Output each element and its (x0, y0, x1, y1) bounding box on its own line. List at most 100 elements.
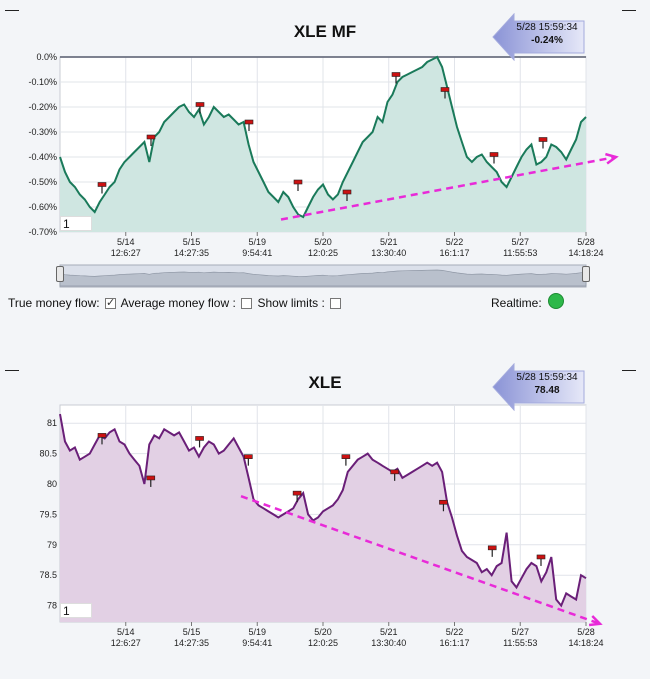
event-marker (97, 182, 107, 187)
x-tick-label-time: 14:27:35 (174, 638, 209, 648)
event-marker (489, 152, 499, 157)
x-tick-label-time: 16:1:17 (439, 638, 469, 648)
price-panel: XLE 81 80.5 80 79.5 79 78.5 78 5/14 12:6:27 5/15 1… (0, 360, 650, 679)
arrow-callout-icon (492, 363, 585, 411)
arrow-callout-icon (492, 13, 585, 61)
show-limits-checkbox[interactable] (330, 298, 342, 309)
chart-title: XLE MF (293, 22, 357, 41)
y-tick-label: 78 (47, 601, 57, 611)
event-marker (195, 102, 205, 107)
x-tick-label-date: 5/22 (446, 237, 464, 247)
callout-timestamp: 5/28 15:59:34 (516, 372, 578, 383)
x-tick-label-date: 5/27 (511, 627, 529, 637)
x-tick-label-date: 5/27 (511, 237, 529, 247)
minimize-dash-right[interactable] (622, 10, 636, 11)
callout-timestamp: 5/28 15:59:34 (516, 22, 578, 33)
x-tick-label-time: 14:18:24 (568, 248, 603, 258)
chart-title: XLE (308, 373, 342, 392)
event-marker (439, 499, 448, 505)
event-marker (97, 433, 107, 438)
x-tick-label-time: 14:18:24 (568, 638, 603, 648)
event-marker (146, 134, 156, 140)
x-tick-label-date: 5/19 (248, 237, 266, 247)
event-marker (244, 119, 254, 125)
chart-label-box: 1 (60, 603, 92, 618)
x-tick-label-date: 5/21 (380, 237, 398, 247)
true-money-flow-label: True money flow: (8, 296, 100, 310)
y-tick-label: 79.5 (39, 509, 57, 519)
minimize-dash-left[interactable] (5, 10, 19, 11)
y-tick-label: -0.20% (28, 102, 57, 112)
y-tick-label: -0.10% (28, 77, 57, 87)
average-money-flow-label: Average money flow : (120, 296, 236, 310)
money-flow-chart: 0.0% -0.10% -0.20% -0.30% -0.40% -0.50% -0.60%… (28, 52, 619, 258)
x-tick-label-date: 5/22 (446, 627, 464, 637)
y-tick-label: -0.60% (28, 202, 57, 212)
event-marker (341, 454, 351, 459)
event-marker (244, 454, 253, 459)
x-tick-label-time: 16:1:17 (439, 248, 469, 258)
y-tick-label: 0.0% (36, 52, 57, 62)
trend-arrow-head (588, 615, 603, 627)
event-marker (538, 137, 548, 142)
chart-options: True money flow: Average money flow : Sh… (8, 296, 343, 310)
navigator-handle-left[interactable] (56, 266, 64, 282)
y-tick-label: -0.30% (28, 127, 57, 137)
y-tick-label: 80 (47, 479, 57, 489)
y-tick-label: 78.5 (39, 570, 57, 580)
x-tick-label-time: 11:55:53 (503, 248, 537, 258)
x-tick-label-time: 13:30:40 (371, 638, 406, 648)
callout-value: -0.24% (531, 35, 563, 46)
event-marker (487, 545, 497, 551)
x-tick-label-date: 5/20 (314, 627, 332, 637)
x-tick-label-time: 9:54:41 (242, 248, 272, 258)
event-marker (292, 490, 302, 496)
x-tick-label-time: 11:55:53 (503, 638, 537, 648)
x-tick-label-date: 5/19 (248, 627, 266, 637)
trend-line (240, 494, 601, 626)
trend-arrow-head (605, 152, 619, 165)
event-marker (195, 436, 204, 441)
event-marker (146, 475, 156, 481)
x-tick-label-date: 5/20 (314, 237, 332, 247)
x-tick-label-time: 12:0:25 (308, 638, 338, 648)
event-marker (391, 72, 401, 77)
y-tick-label: -0.70% (28, 227, 57, 237)
value-callout: 5/28 15:59:34 78.48 (492, 363, 586, 411)
true-money-flow-checkbox[interactable] (104, 296, 116, 309)
y-tick-label: 81 (47, 418, 57, 428)
x-tick-label-date: 5/28 (577, 627, 595, 637)
navigator-handle-right[interactable] (582, 266, 590, 282)
chart-label-box: 1 (60, 216, 92, 231)
y-tick-label: 79 (47, 540, 57, 550)
event-marker (440, 87, 450, 92)
event-marker (390, 469, 399, 475)
event-marker (536, 554, 546, 560)
x-tick-label-date: 5/14 (117, 237, 135, 247)
minimize-dash-left[interactable] (5, 370, 19, 371)
x-tick-label-date: 5/14 (117, 627, 135, 637)
realtime-status-icon[interactable] (548, 293, 564, 309)
x-tick-label-time: 12:6:27 (111, 248, 141, 258)
x-tick-label-time: 12:6:27 (111, 638, 141, 648)
x-tick-label-time: 9:54:41 (242, 638, 272, 648)
realtime-label: Realtime: (491, 296, 542, 310)
series-line (59, 413, 587, 608)
minimize-dash-right[interactable] (622, 370, 636, 371)
series-area (60, 414, 586, 622)
y-tick-label: 80.5 (39, 449, 57, 459)
y-tick-label: -0.40% (28, 152, 57, 162)
event-marker (293, 179, 303, 185)
x-tick-label-date: 5/15 (183, 627, 201, 637)
average-money-flow-checkbox[interactable] (241, 298, 253, 309)
x-tick-label-time: 12:0:25 (308, 248, 338, 258)
money-flow-panel: XLE MF 0.0% -0.10% -0.20% -0.30% -0.40% -0.50… (0, 0, 650, 340)
series-area (60, 57, 586, 232)
show-limits-label: Show limits : (257, 296, 325, 310)
x-tick-label-date: 5/21 (380, 627, 398, 637)
trend-line (280, 155, 617, 221)
value-callout: 5/28 15:59:34 -0.24% (492, 13, 586, 61)
y-tick-label: -0.50% (28, 177, 57, 187)
event-marker (342, 189, 352, 195)
